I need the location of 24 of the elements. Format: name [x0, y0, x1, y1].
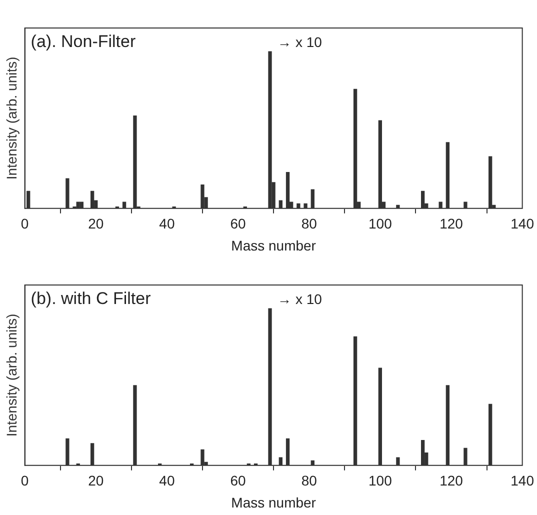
y-axis-title: Intensity (arb. units) [3, 56, 20, 180]
text: → x 10 [278, 34, 322, 50]
x-tick-label: 40 [159, 472, 175, 489]
x-tick-label: 100 [368, 472, 392, 489]
y-axis-title: Intensity (arb. units) [3, 314, 20, 437]
x-tick-label: 20 [88, 216, 104, 232]
text: → x 10 [278, 290, 322, 307]
x-axis-title: Mass number [231, 237, 316, 254]
x-tick-label: 140 [510, 472, 534, 489]
x-tick-label: 140 [510, 216, 534, 232]
x-tick-label: 60 [230, 472, 246, 489]
x-tick-label: 120 [440, 216, 464, 232]
x-tick-label: 80 [301, 216, 318, 232]
x-tick-label: 100 [368, 216, 392, 232]
x-axis-title: Mass number [231, 494, 316, 510]
x-tick-label: 80 [301, 472, 318, 489]
chart-title: (b). with C Filter [30, 289, 152, 308]
x-tick-label: 40 [159, 216, 175, 232]
x-tick-label: 60 [230, 216, 246, 232]
chart-title: (a). Non-Filter [30, 32, 136, 52]
x-tick-label: 120 [440, 472, 464, 489]
x-tick-label: 0 [20, 216, 29, 232]
x-tick-label: 20 [88, 472, 104, 489]
x-tick-label: 0 [20, 472, 29, 489]
